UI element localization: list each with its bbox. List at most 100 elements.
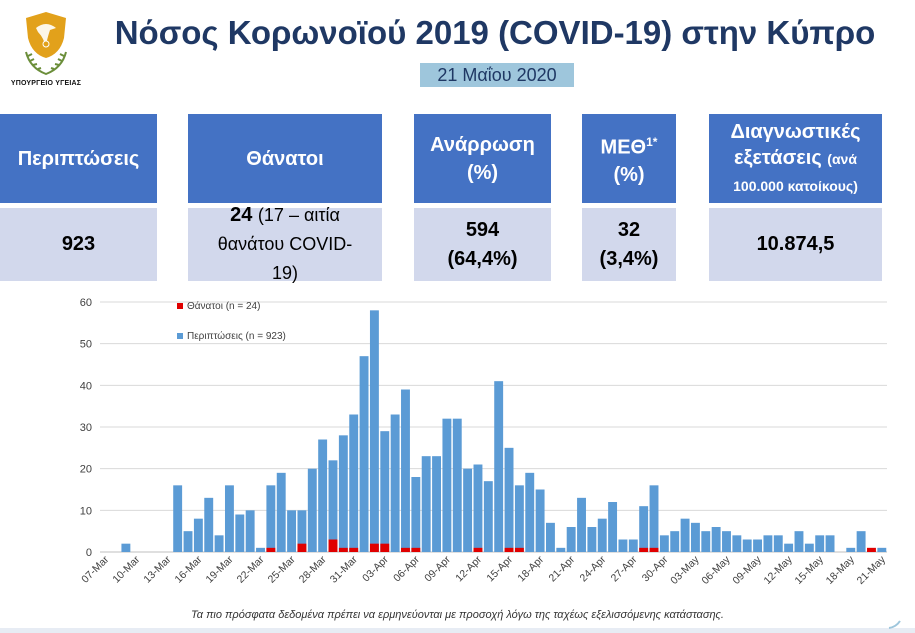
y-tick-label: 30: [80, 422, 92, 434]
ministry-logo: [6, 8, 86, 94]
x-tick-label: 25-Mar: [266, 553, 298, 585]
x-tick-label: 22-Mar: [235, 553, 267, 585]
case-bar: [442, 418, 452, 552]
legend-label: Περιπτώσεις (n = 923): [187, 330, 286, 342]
icu-header: ΜΕΘ1* (%): [582, 114, 676, 203]
death-bar: [369, 543, 379, 552]
x-tick-label: 15-May: [793, 553, 827, 587]
x-tick-label: 06-May: [699, 553, 733, 587]
death-bar: [380, 543, 390, 552]
legend-swatch: [177, 303, 183, 309]
y-tick-label: 50: [80, 339, 92, 351]
death-bar: [411, 547, 421, 552]
death-bar: [649, 547, 659, 552]
case-bar: [463, 468, 473, 552]
death-bar: [401, 547, 410, 552]
y-tick-label: 60: [80, 297, 92, 309]
case-bar: [245, 510, 255, 552]
deaths-value: 24 (17 – αιτία θανάτου COVID-19): [188, 204, 382, 283]
case-bar: [577, 497, 586, 552]
x-tick-label: 06-Apr: [391, 553, 422, 584]
cases-header: Περιπτώσεις: [0, 114, 157, 203]
deaths-label: Θάνατοι: [246, 147, 324, 170]
death-bar: [639, 547, 649, 552]
case-bar: [722, 531, 731, 552]
case-bar: [421, 456, 431, 552]
cases-label: Περιπτώσεις: [17, 147, 140, 170]
x-tick-label: 31-Mar: [328, 553, 360, 585]
case-bar: [256, 547, 265, 552]
case-bar: [773, 535, 783, 552]
y-tick-label: 0: [86, 547, 92, 559]
x-tick-label: 03-May: [668, 553, 702, 587]
y-tick-label: 40: [80, 380, 92, 392]
case-bar: [846, 547, 856, 552]
x-tick-label: 28-Mar: [297, 553, 329, 585]
legend-swatch: [177, 333, 183, 339]
case-bar: [784, 543, 794, 552]
case-bar: [618, 539, 628, 552]
x-tick-label: 12-Apr: [453, 553, 484, 584]
x-tick-label: 16-Mar: [172, 553, 204, 585]
case-bar: [287, 510, 297, 552]
x-tick-label: 27-Apr: [609, 553, 640, 584]
footnote: Τα πιο πρόσφατα δεδομένα πρέπει να ερμην…: [191, 609, 724, 621]
x-tick-label: 10-Mar: [110, 553, 142, 585]
case-bar: [359, 356, 369, 552]
death-bar: [514, 547, 524, 552]
daily-cases-chart: 0 10 20 30 40 50 60 07-Mar 10-Mar 13-Mar 16-Mar 19-…: [79, 297, 889, 587]
case-bar: [825, 535, 835, 552]
y-tick-label: 20: [80, 464, 92, 476]
case-bar: [732, 535, 742, 552]
case-bar: [297, 510, 307, 552]
case-bar: [608, 502, 618, 552]
case-bar: [266, 485, 276, 552]
death-bar: [328, 539, 338, 552]
x-tick-label: 03-Apr: [360, 553, 391, 584]
tests-value: 10.874,5: [709, 208, 882, 281]
x-tick-label: 09-Apr: [422, 553, 453, 584]
death-bar: [349, 547, 359, 552]
case-bar: [535, 489, 545, 552]
case-bar: [753, 539, 763, 552]
case-bar: [432, 456, 441, 552]
x-tick-label: 21-May: [855, 553, 889, 587]
case-bar: [763, 535, 773, 552]
case-bar: [307, 468, 317, 552]
case-bar: [390, 414, 400, 552]
icu-value: 32 (3,4%): [582, 208, 676, 281]
tests-header: Διαγνωστικές εξετάσεις (ανά 100.000 κατοίκ…: [709, 114, 882, 203]
x-tick-label: 30-Apr: [640, 553, 671, 584]
x-tick-label: 18-Apr: [515, 553, 546, 584]
case-bar: [680, 518, 690, 552]
case-bar: [338, 435, 348, 552]
case-bar: [690, 522, 700, 552]
case-bar: [494, 381, 504, 552]
deaths-header: Θάνατοι: [188, 114, 382, 203]
case-bar: [804, 543, 814, 552]
case-bar: [711, 527, 721, 552]
icu-label: ΜΕΘ1* (%): [600, 134, 658, 187]
case-bar: [214, 535, 224, 552]
case-bar: [649, 485, 659, 552]
case-bar: [473, 464, 483, 552]
recovery-label: Ανάρρωση (%): [430, 133, 535, 184]
case-bar: [318, 439, 328, 552]
case-bar: [556, 547, 566, 552]
y-tick-label: 10: [80, 505, 92, 517]
x-tick-label: 13-Mar: [141, 553, 173, 585]
case-bar: [525, 472, 535, 552]
x-tick-label: 24-Apr: [578, 553, 609, 584]
case-bar: [815, 535, 825, 552]
x-tick-label: 09-May: [730, 553, 764, 587]
ministry-name: ΥΠΟΥΡΓΕΙΟ ΥΓΕΙΑΣ: [10, 80, 82, 87]
cases-value: 923: [0, 208, 157, 281]
x-tick-label: 07-Mar: [79, 553, 111, 585]
case-bar: [670, 531, 680, 552]
case-bar: [276, 472, 286, 552]
case-bar: [452, 418, 462, 552]
case-bar: [587, 527, 597, 552]
case-bar: [877, 547, 887, 552]
death-bar: [338, 547, 348, 552]
x-tick-label: 18-May: [824, 553, 858, 587]
